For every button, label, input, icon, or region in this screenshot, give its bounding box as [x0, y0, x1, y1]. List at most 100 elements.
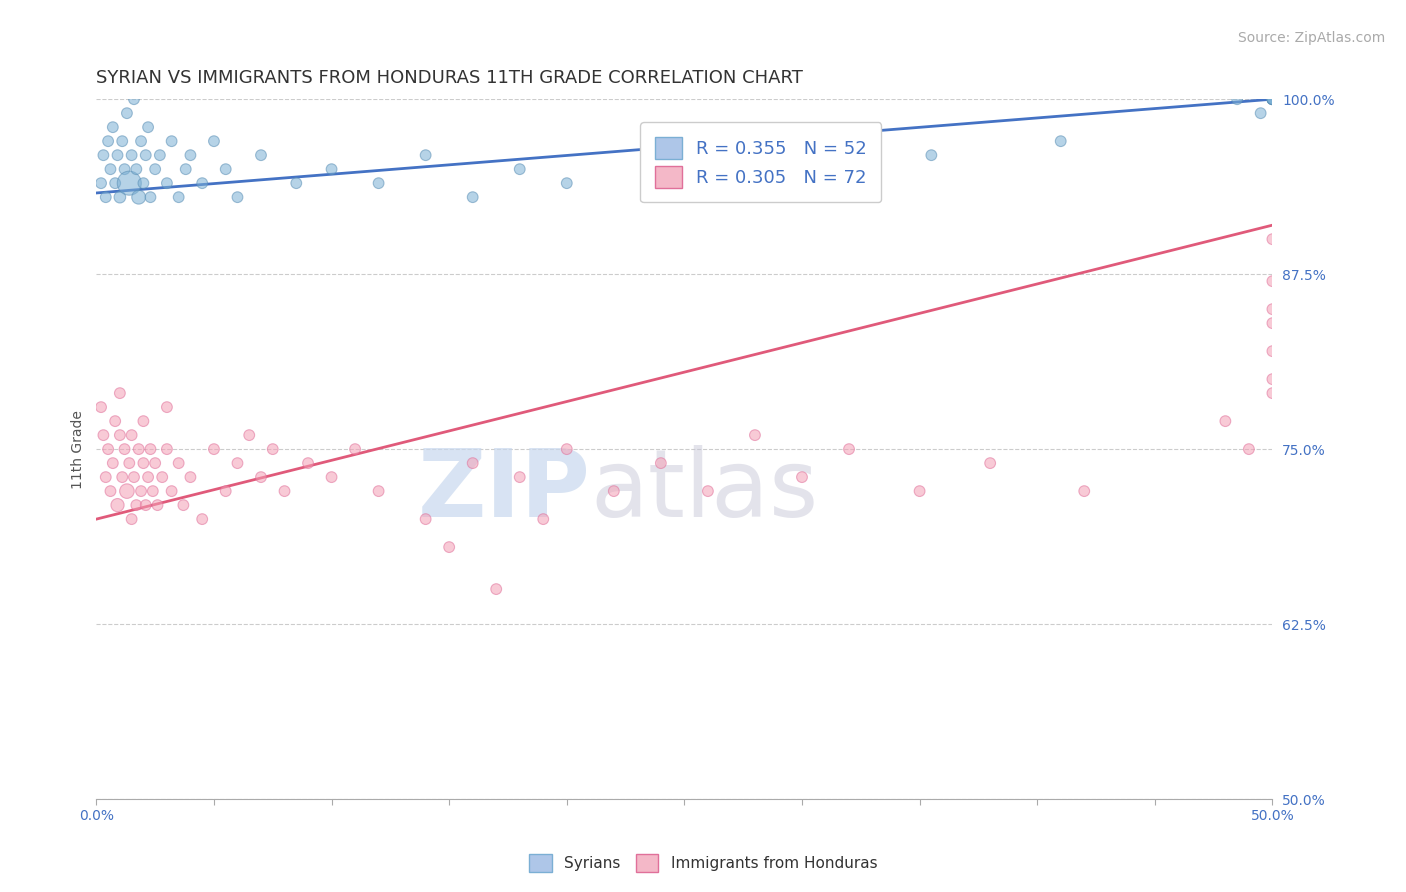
Point — [94, 190, 117, 204]
Point — [122, 470, 145, 484]
Point — [135, 148, 157, 162]
Point — [174, 162, 197, 177]
Point — [979, 456, 1001, 470]
Point — [125, 162, 148, 177]
Point — [129, 484, 152, 499]
Point — [93, 148, 115, 162]
Point — [437, 540, 460, 554]
Point — [531, 512, 554, 526]
Point — [125, 498, 148, 512]
Point — [167, 190, 190, 204]
Point — [1261, 316, 1284, 330]
Point — [238, 428, 260, 442]
Point — [790, 470, 813, 484]
Point — [262, 442, 284, 457]
Point — [1261, 232, 1284, 246]
Point — [485, 582, 508, 596]
Point — [1261, 372, 1284, 386]
Point — [367, 176, 389, 190]
Point — [97, 134, 120, 148]
Point — [1049, 134, 1071, 148]
Point — [143, 162, 166, 177]
Point — [509, 470, 531, 484]
Text: Source: ZipAtlas.com: Source: ZipAtlas.com — [1237, 31, 1385, 45]
Point — [179, 148, 201, 162]
Point — [650, 456, 672, 470]
Point — [107, 498, 129, 512]
Point — [250, 470, 273, 484]
Point — [415, 148, 437, 162]
Point — [215, 484, 238, 499]
Point — [1261, 274, 1284, 288]
Point — [108, 190, 131, 204]
Point — [156, 176, 179, 190]
Point — [191, 512, 214, 526]
Legend: Syrians, Immigrants from Honduras: Syrians, Immigrants from Honduras — [522, 846, 884, 880]
Point — [673, 148, 696, 162]
Point — [100, 484, 122, 499]
Point — [146, 498, 169, 512]
Point — [90, 176, 112, 190]
Point — [115, 106, 138, 120]
Point — [191, 176, 214, 190]
Point — [101, 456, 124, 470]
Point — [415, 512, 437, 526]
Point — [122, 92, 145, 106]
Point — [90, 400, 112, 414]
Point — [107, 148, 129, 162]
Point — [172, 498, 194, 512]
Point — [790, 162, 813, 177]
Point — [104, 176, 127, 190]
Point — [128, 442, 150, 457]
Point — [461, 456, 484, 470]
Point — [142, 484, 165, 499]
Point — [139, 442, 162, 457]
Text: atlas: atlas — [591, 445, 818, 537]
Point — [129, 134, 152, 148]
Point — [97, 442, 120, 457]
Point — [135, 498, 157, 512]
Point — [132, 176, 155, 190]
Point — [908, 484, 931, 499]
Point — [1250, 106, 1272, 120]
Point — [139, 190, 162, 204]
Text: SYRIAN VS IMMIGRANTS FROM HONDURAS 11TH GRADE CORRELATION CHART: SYRIAN VS IMMIGRANTS FROM HONDURAS 11TH … — [97, 69, 803, 87]
Point — [1215, 414, 1237, 428]
Point — [321, 162, 343, 177]
Point — [118, 456, 141, 470]
Point — [555, 176, 578, 190]
Point — [114, 442, 136, 457]
Point — [1073, 484, 1095, 499]
Point — [121, 512, 143, 526]
Point — [250, 148, 273, 162]
Point — [167, 456, 190, 470]
Point — [136, 470, 159, 484]
Point — [1261, 92, 1284, 106]
Point — [111, 470, 134, 484]
Point — [1261, 344, 1284, 359]
Point — [1226, 92, 1249, 106]
Point — [1261, 92, 1284, 106]
Point — [136, 120, 159, 135]
Y-axis label: 11th Grade: 11th Grade — [72, 409, 86, 489]
Point — [273, 484, 295, 499]
Point — [555, 442, 578, 457]
Point — [93, 428, 115, 442]
Point — [143, 456, 166, 470]
Point — [114, 162, 136, 177]
Point — [744, 428, 766, 442]
Point — [160, 484, 183, 499]
Point — [226, 456, 249, 470]
Point — [115, 484, 138, 499]
Point — [156, 442, 179, 457]
Point — [150, 470, 173, 484]
Legend: R = 0.355   N = 52, R = 0.305   N = 72: R = 0.355 N = 52, R = 0.305 N = 72 — [640, 122, 882, 202]
Point — [1237, 442, 1260, 457]
Point — [1261, 92, 1284, 106]
Point — [696, 484, 718, 499]
Point — [149, 148, 172, 162]
Point — [94, 470, 117, 484]
Point — [920, 148, 942, 162]
Point — [1261, 92, 1284, 106]
Point — [202, 134, 225, 148]
